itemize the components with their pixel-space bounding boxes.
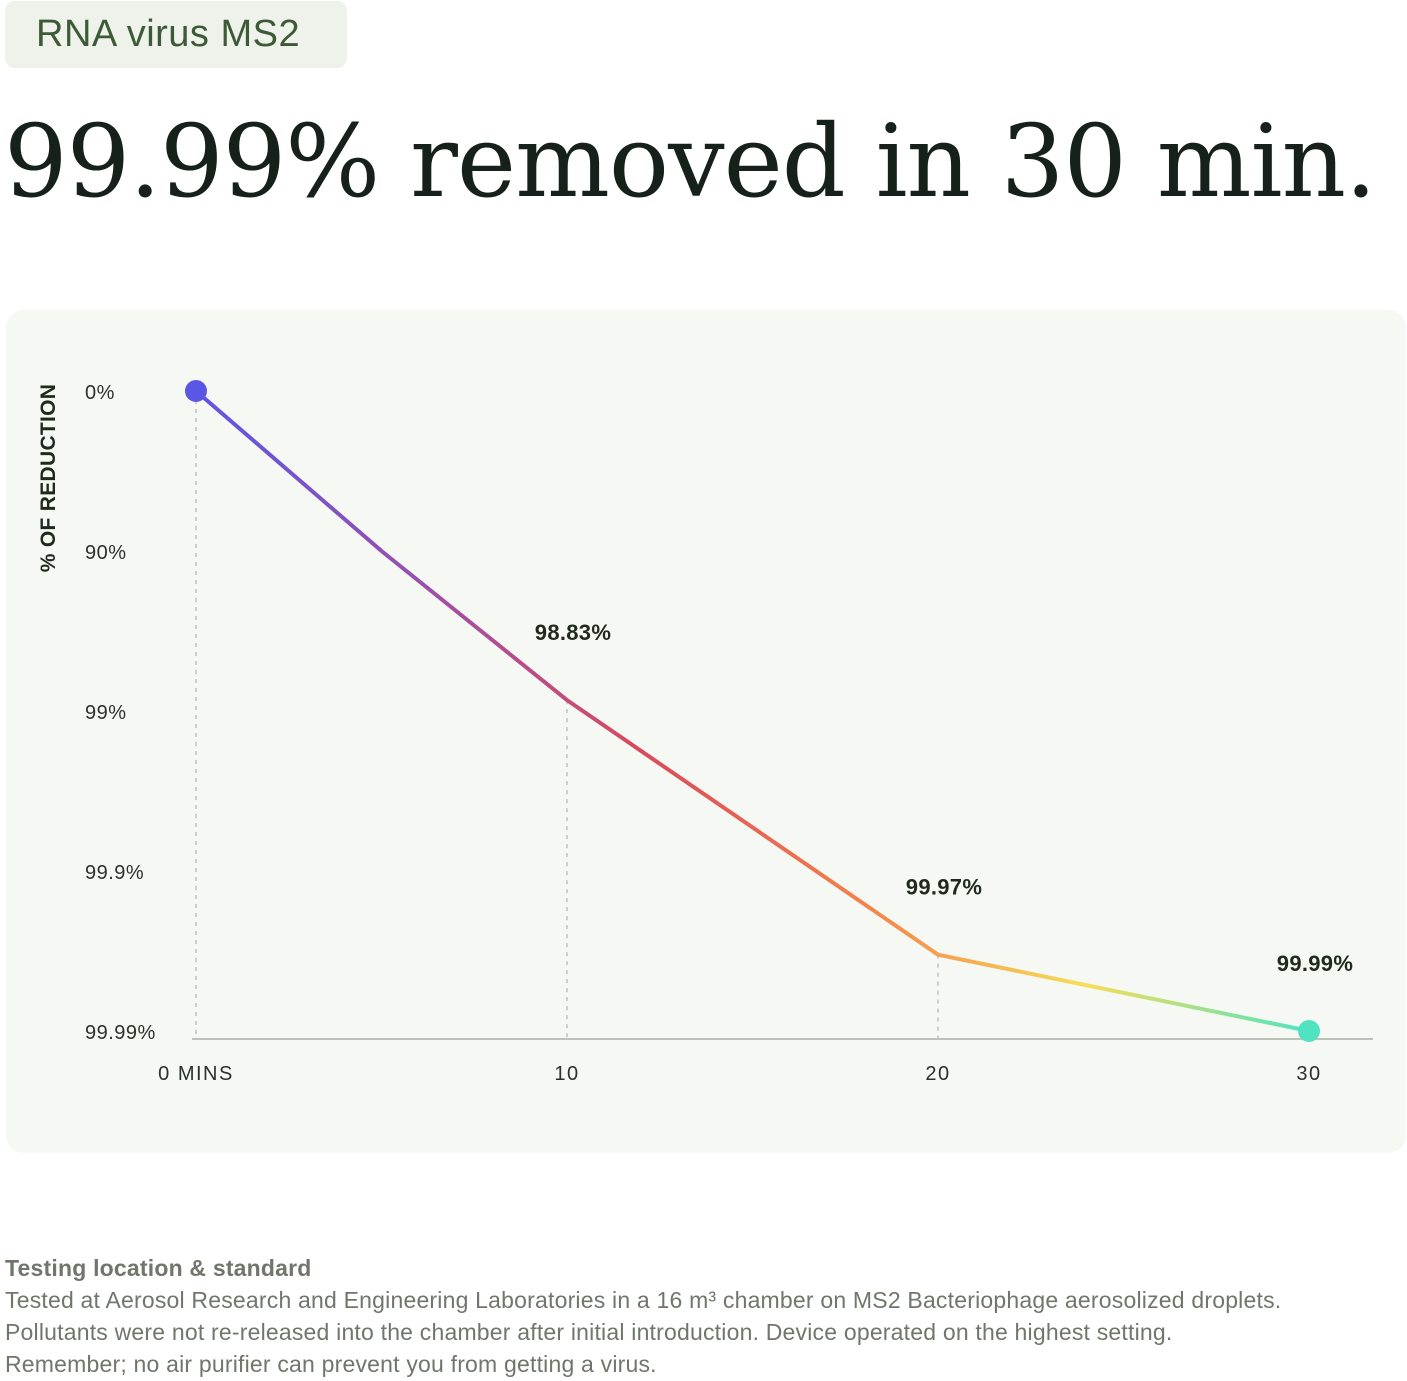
reduction-line (194, 389, 1310, 1033)
end-point (1298, 1020, 1320, 1042)
data-label-10: 98.83% (535, 620, 611, 645)
headline: 99.99% removed in 30 min. (4, 103, 1377, 220)
x-tick-10: 10 (554, 1063, 579, 1085)
y-tick-0: 0% (85, 382, 115, 404)
chart-card: % OF REDUCTION 0% 90% 99% 99.9% 99.99% 0 MIN… (6, 310, 1406, 1153)
footnote-line-2: Pollutants were not re-released into the… (5, 1319, 1173, 1345)
x-tick-20: 20 (925, 1063, 950, 1085)
category-tag: RNA virus MS2 (5, 1, 347, 68)
y-axis-title: % OF REDUCTION (37, 384, 60, 573)
reduction-chart: % OF REDUCTION 0% 90% 99% 99.9% 99.99% 0 MIN… (37, 380, 1373, 1085)
footnote-title: Testing location & standard (5, 1255, 312, 1281)
data-label-20: 99.97% (906, 875, 982, 900)
data-label-30: 99.99% (1277, 951, 1353, 976)
y-tick-99: 99% (85, 702, 127, 724)
y-tick-99-99: 99.99% (85, 1022, 156, 1044)
y-tick-90: 90% (85, 542, 127, 564)
x-tick-30: 30 (1296, 1063, 1321, 1085)
y-tick-99-9: 99.9% (85, 862, 144, 884)
footnote: Testing location & standard Tested at Ae… (5, 1252, 1405, 1380)
footnote-line-1: Tested at Aerosol Research and Engineeri… (5, 1287, 1282, 1313)
start-point (185, 380, 207, 402)
x-tick-0-mins: 0 MINS (158, 1063, 234, 1085)
footnote-line-3: Remember; no air purifier can prevent yo… (5, 1351, 657, 1377)
